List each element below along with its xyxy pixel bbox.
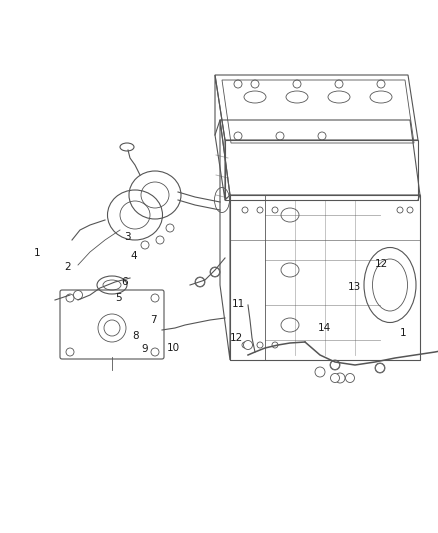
Circle shape bbox=[375, 364, 385, 373]
Text: 8: 8 bbox=[132, 331, 139, 341]
Text: 1: 1 bbox=[34, 248, 41, 258]
Text: 13: 13 bbox=[348, 282, 361, 292]
Text: 12: 12 bbox=[230, 334, 243, 343]
Circle shape bbox=[211, 268, 219, 277]
Text: 5: 5 bbox=[115, 294, 122, 303]
Text: 7: 7 bbox=[150, 315, 157, 325]
Text: 14: 14 bbox=[318, 323, 331, 333]
Text: 6: 6 bbox=[121, 278, 128, 287]
Text: 1: 1 bbox=[399, 328, 406, 338]
Circle shape bbox=[74, 290, 82, 300]
Text: 12: 12 bbox=[374, 259, 388, 269]
Circle shape bbox=[244, 341, 252, 350]
Circle shape bbox=[346, 374, 354, 383]
Text: 2: 2 bbox=[64, 262, 71, 271]
Text: 10: 10 bbox=[166, 343, 180, 352]
Circle shape bbox=[195, 278, 205, 287]
Text: 4: 4 bbox=[130, 251, 137, 261]
Text: 9: 9 bbox=[141, 344, 148, 354]
Text: 11: 11 bbox=[232, 299, 245, 309]
Circle shape bbox=[331, 360, 339, 369]
Text: 3: 3 bbox=[124, 232, 131, 242]
Circle shape bbox=[331, 374, 339, 383]
